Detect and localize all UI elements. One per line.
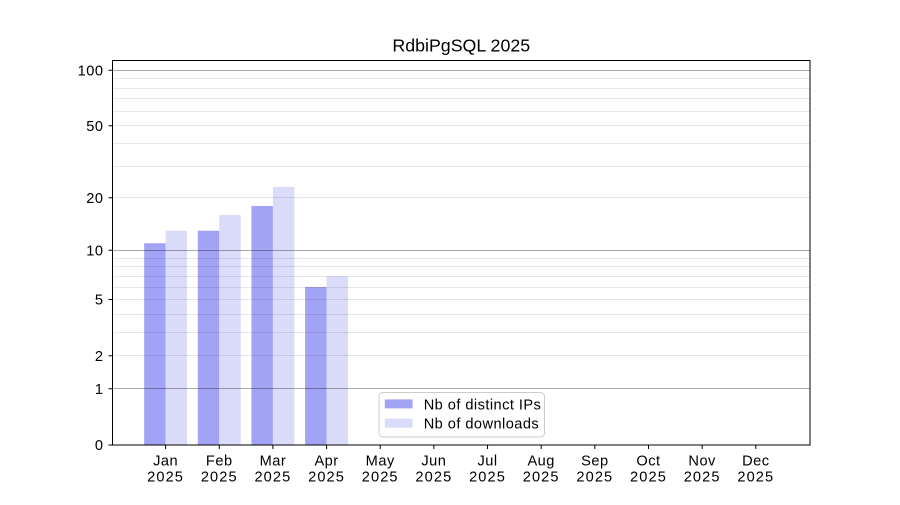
svg-text:Dec: Dec [742,453,769,469]
svg-text:5: 5 [95,293,104,309]
svg-text:1: 1 [95,382,104,398]
svg-text:10: 10 [86,243,103,259]
svg-text:2025: 2025 [630,469,667,485]
svg-text:Nov: Nov [688,453,716,469]
svg-text:RdbiPgSQL 2025: RdbiPgSQL 2025 [392,36,530,56]
svg-text:2025: 2025 [576,469,613,485]
svg-text:Oct: Oct [636,453,660,469]
svg-text:Mar: Mar [260,453,287,469]
svg-text:100: 100 [78,63,104,79]
svg-text:2025: 2025 [254,469,291,485]
svg-text:50: 50 [86,119,103,135]
svg-text:2025: 2025 [469,469,506,485]
svg-text:Jan: Jan [153,453,178,469]
svg-text:Jul: Jul [477,453,497,469]
svg-text:2025: 2025 [308,469,345,485]
svg-text:Nb of distinct IPs: Nb of distinct IPs [424,397,542,413]
svg-text:2025: 2025 [684,469,721,485]
svg-text:May: May [366,453,395,469]
svg-text:2025: 2025 [523,469,560,485]
svg-text:2025: 2025 [201,469,238,485]
svg-text:0: 0 [95,438,104,454]
svg-text:Jun: Jun [421,453,446,469]
svg-text:2025: 2025 [415,469,452,485]
svg-text:2025: 2025 [147,469,184,485]
svg-text:Apr: Apr [314,453,338,469]
svg-text:Aug: Aug [527,453,554,469]
svg-text:Feb: Feb [206,453,233,469]
svg-text:2025: 2025 [362,469,399,485]
svg-text:2: 2 [95,349,104,365]
svg-text:2025: 2025 [737,469,774,485]
svg-text:20: 20 [86,191,103,207]
svg-text:Sep: Sep [581,453,608,469]
svg-text:Nb of downloads: Nb of downloads [424,417,539,433]
